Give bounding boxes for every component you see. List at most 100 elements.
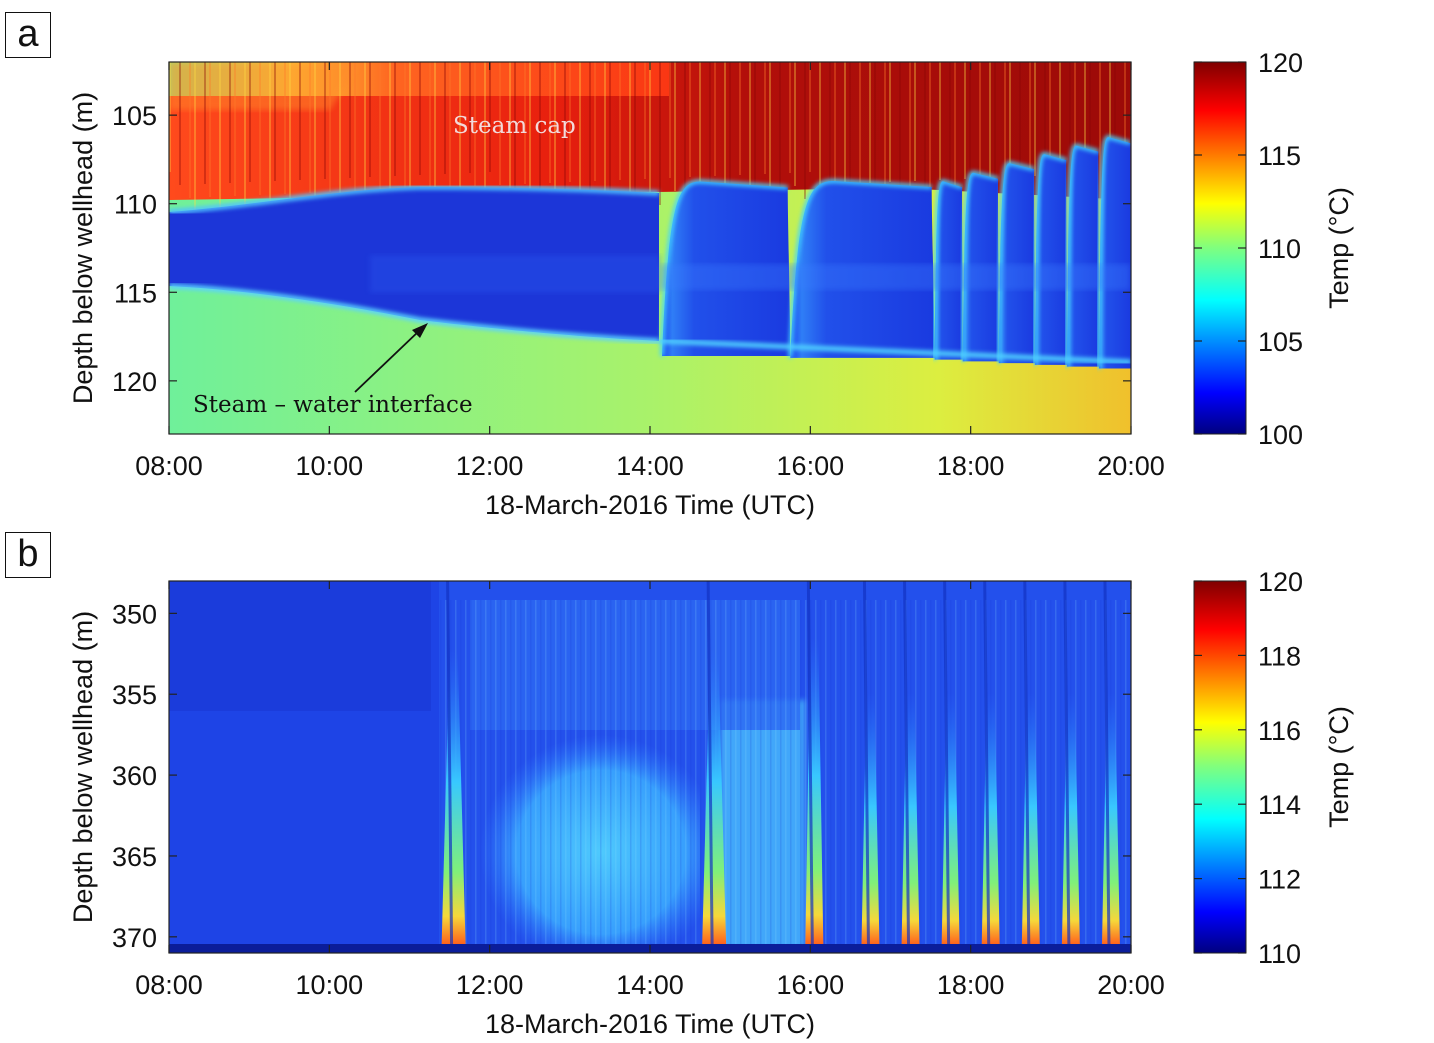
texture-line [900, 600, 902, 945]
colorbar-tick-label: 116 [1258, 716, 1301, 746]
colorbar-a [1193, 61, 1247, 435]
texture-line [835, 600, 837, 945]
colorbar-tick-label: 115 [1258, 141, 1301, 171]
texture-line [655, 600, 657, 945]
steam-streak [394, 62, 396, 176]
steam-streak [364, 62, 366, 204]
steam-streak [229, 62, 231, 183]
texture-line [805, 600, 807, 945]
x-tick-label: 08:00 [135, 451, 203, 481]
steam-streak [684, 62, 686, 204]
refill-lobe [1034, 154, 1067, 365]
steam-streak [889, 62, 891, 182]
steam-streak [389, 62, 391, 203]
steam-streak [714, 62, 716, 176]
texture-line [885, 600, 887, 945]
interface-label: Steam – water interface [193, 392, 473, 418]
steam-streak [284, 62, 286, 194]
texture-line [1055, 600, 1057, 945]
steam-streak [649, 62, 651, 192]
texture-line [860, 600, 862, 945]
texture-line [515, 600, 517, 945]
steam-streak [884, 62, 886, 209]
texture-line [765, 600, 767, 945]
steam-streak [189, 62, 191, 198]
spike-dark-line [983, 581, 991, 947]
texture-line [620, 600, 622, 945]
steam-streak [804, 62, 806, 199]
texture-line [1090, 600, 1092, 945]
spike-dark-line [862, 581, 870, 947]
x-tick-label: 16:00 [777, 970, 845, 1000]
steam-streak [339, 62, 341, 205]
texture-line [830, 600, 832, 945]
steam-streak [289, 62, 291, 207]
texture-line [535, 600, 537, 945]
refill-lobe [1098, 137, 1131, 369]
texture-line [730, 600, 732, 945]
steam-streak [764, 62, 766, 174]
texture-line [1000, 600, 1002, 945]
texture-line [530, 600, 532, 945]
texture-line [845, 600, 847, 945]
texture-line [850, 600, 852, 945]
steam-streak [729, 62, 731, 202]
texture-line [610, 600, 612, 945]
spike-dark-line [1103, 581, 1111, 947]
spike-dark-line [1063, 581, 1071, 947]
steam-streak [844, 62, 846, 184]
texture-line [550, 600, 552, 945]
steam-streak [524, 62, 526, 184]
steam-streak [489, 62, 491, 172]
texture-line [595, 600, 597, 945]
texture-line [1050, 600, 1052, 945]
texture-line [755, 600, 757, 945]
colorbar-tick-label: 120 [1258, 567, 1303, 597]
colorbar-b-label: Temp (°C) [1324, 706, 1354, 828]
steam-streak [579, 62, 581, 195]
steam-streak [769, 62, 771, 187]
texture-line [545, 600, 547, 945]
y-tick-label: 355 [112, 680, 157, 710]
panel-b-heatmap [169, 581, 1131, 953]
y-axis-label: Depth below wellhead (m) [68, 92, 98, 404]
texture-line [1045, 600, 1047, 945]
texture-line [680, 600, 682, 945]
steam-streak [849, 62, 851, 197]
steam-streak [269, 62, 271, 208]
texture-line [825, 600, 827, 945]
interface-arrowhead-icon [412, 323, 428, 338]
steam-streak [369, 62, 371, 177]
steam-streak [379, 62, 381, 190]
x-tick-label: 14:00 [616, 970, 684, 1000]
x-tick-label: 20:00 [1097, 970, 1165, 1000]
texture-line [625, 600, 627, 945]
steam-streak [404, 62, 406, 189]
steam-streak [1029, 62, 1031, 203]
x-tick-label: 14:00 [616, 451, 684, 481]
steam-streak [1099, 62, 1101, 200]
y-tick-label: 110 [114, 190, 157, 220]
texture-line [890, 600, 892, 945]
steam-streak [209, 62, 211, 197]
texture-line [745, 600, 747, 945]
steam-streak [634, 62, 636, 206]
steam-streak [819, 62, 821, 185]
texture-line [1120, 600, 1122, 945]
steam-streak [509, 62, 511, 198]
steam-streak [569, 62, 571, 182]
x-tick-label: 10:00 [296, 970, 364, 1000]
texture-line [1080, 600, 1082, 945]
steam-streak [564, 62, 566, 209]
steam-streak [419, 62, 421, 175]
refill-lobe [998, 163, 1035, 364]
steam-streak [829, 62, 831, 198]
texture-line [480, 600, 482, 945]
steam-streak [314, 62, 316, 206]
steam-streak [979, 62, 981, 205]
spike-dark-line [446, 581, 454, 947]
steam-streak [629, 62, 631, 193]
colorbar-b [1193, 580, 1247, 954]
steam-streak [459, 62, 461, 200]
